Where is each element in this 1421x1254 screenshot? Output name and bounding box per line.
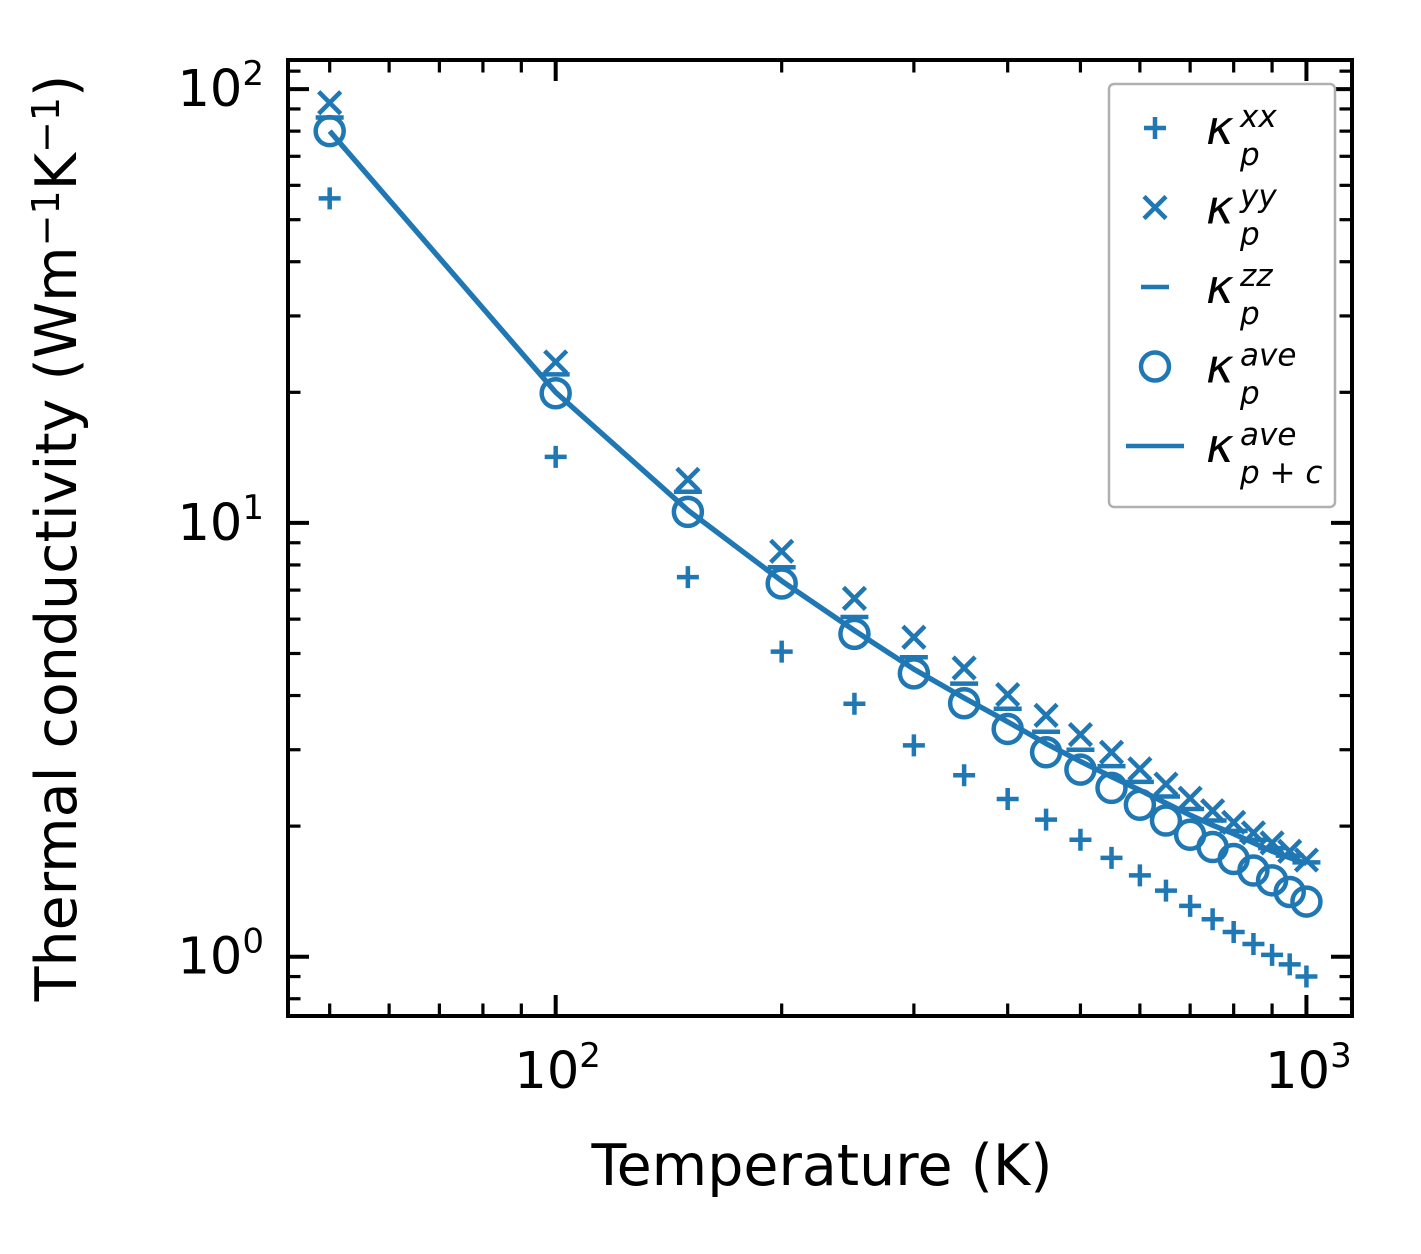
legend-label-sub: p (1239, 137, 1260, 173)
data-series (313, 90, 1323, 988)
x-marker (769, 538, 795, 564)
x-marker (675, 466, 701, 492)
legend-label-sub: p (1239, 376, 1260, 412)
plus-marker (1242, 932, 1265, 955)
x-marker (1033, 702, 1059, 728)
plot-frame (286, 58, 1354, 1018)
series-kappa_p_plus_c_ave (327, 129, 1308, 867)
x-marker (841, 585, 868, 611)
tick-label: 102 (514, 1036, 601, 1101)
plus-marker (1100, 846, 1123, 869)
x-marker (1293, 847, 1320, 873)
legend-entry-xx-p: κ xxp (1144, 99, 1277, 173)
plus-marker (1144, 117, 1166, 139)
x-marker (1098, 739, 1125, 765)
legend-label-sup: ave (1240, 338, 1296, 374)
tick-label: 101 (177, 488, 264, 553)
plus-marker (544, 445, 567, 468)
circle-marker (539, 377, 572, 410)
circle-marker (897, 657, 931, 690)
x-marker (995, 681, 1021, 708)
legend-label-base: κ (1206, 340, 1234, 395)
legend-label-base: κ (1206, 419, 1234, 474)
x-marker (1177, 785, 1203, 811)
plus-marker (953, 764, 976, 787)
x-marker (543, 349, 569, 375)
circle-marker (838, 617, 871, 651)
circle-marker (1237, 854, 1270, 887)
plus-marker (1069, 828, 1092, 851)
plus-marker (1154, 879, 1177, 902)
circle-marker (313, 114, 346, 148)
axes-ticks (288, 60, 1352, 1016)
legend-label-base: κ (1206, 260, 1234, 315)
legend-label-sup: xx (1239, 99, 1277, 135)
legend-label-sup: ave (1240, 417, 1296, 453)
circle-marker (1149, 804, 1183, 837)
circle-marker (1138, 350, 1172, 383)
x-marker (1200, 798, 1226, 824)
plus-marker (1295, 965, 1318, 988)
tick-label: 103 (1265, 1036, 1352, 1101)
circle-marker (671, 495, 705, 529)
legend-label-sub: p (1239, 217, 1260, 253)
plus-marker (1035, 808, 1058, 831)
tick-label: 102 (177, 54, 264, 119)
legend-label-base: κ (1206, 101, 1234, 156)
plus-marker (1278, 953, 1301, 976)
tick-label: 100 (177, 922, 264, 987)
plus-marker (770, 640, 793, 663)
x-axis-label: Temperature (K) (590, 1133, 1052, 1199)
circle-marker (1196, 830, 1229, 864)
legend-label-sup: yy (1239, 179, 1277, 215)
plus-marker (902, 734, 925, 757)
axes-spines (286, 58, 1354, 1018)
legend-label-sub: p (1239, 296, 1260, 332)
x-marker (901, 624, 927, 650)
kappa-total-line (327, 129, 1308, 867)
circle-marker (765, 567, 798, 600)
x-marker (1153, 771, 1179, 797)
x-marker (317, 90, 343, 116)
plus-marker (843, 692, 866, 715)
series-kappa_p_yy (317, 90, 1320, 873)
x-marker (1142, 194, 1168, 221)
x-marker (951, 655, 977, 681)
plus-marker (1179, 894, 1202, 917)
legend-entry-yy-p: κ yyp (1142, 179, 1277, 253)
legend-box (1107, 82, 1337, 509)
axes-tick-labels: 102 103 100 101 102 (177, 54, 1351, 1101)
circle-marker (1273, 875, 1306, 909)
circle-marker (1290, 885, 1323, 918)
plus-marker (318, 187, 341, 210)
plus-marker (1128, 864, 1151, 887)
plus-marker (1222, 921, 1245, 944)
legend-label-sup: zz (1239, 258, 1273, 294)
x-marker (1127, 756, 1153, 782)
legend-label-base: κ (1206, 181, 1234, 236)
x-marker (1067, 722, 1094, 748)
legend-label-sub: p + c (1239, 455, 1322, 491)
y-axis-label: Thermal conductivity (Wm−1K−1) (24, 75, 90, 1003)
series-kappa_p_xx (318, 187, 1318, 988)
plus-marker (996, 787, 1019, 810)
plus-marker (676, 566, 699, 589)
series-kappa_p_ave (313, 114, 1323, 918)
plus-marker (1201, 908, 1224, 931)
plus-marker (1261, 943, 1284, 966)
legend-entry-zz-p: κ zzp (1141, 258, 1273, 332)
y-axis-label-text: Thermal conductivity (Wm−1K−1) (24, 75, 90, 1003)
